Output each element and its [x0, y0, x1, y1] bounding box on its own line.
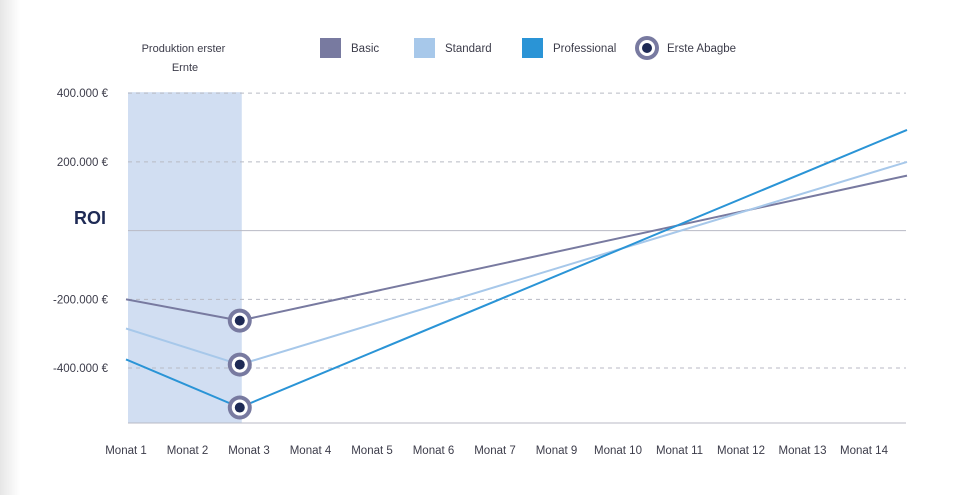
legend-label-standard: Standard — [445, 43, 492, 55]
x-tick-label-10: Monat 12 — [717, 445, 765, 457]
phase-label: Produktion erster Ernte — [142, 43, 229, 74]
legend-label-professional: Professional — [553, 43, 616, 55]
x-tick-label-1: Monat 2 — [167, 445, 209, 457]
y-tick-label-3: -400.000 € — [53, 363, 109, 375]
text-layer: ROI Produktion erster Ernte 400.000 € 200… — [53, 43, 889, 457]
x-tick-label-5: Monat 6 — [413, 445, 455, 457]
x-tick-label-7: Monat 9 — [536, 445, 578, 457]
y-tick-label-1: 200.000 € — [57, 157, 109, 169]
phase-band — [128, 92, 242, 423]
legend-swatch-standard — [414, 38, 435, 58]
x-tick-label-4: Monat 5 — [351, 445, 393, 457]
y-axis-label: ROI — [74, 208, 106, 228]
legend-marker-dot — [642, 43, 652, 53]
x-tick-label-12: Monat 14 — [840, 445, 889, 457]
x-tick-label-9: Monat 11 — [656, 445, 703, 457]
phase-band-layer — [128, 92, 242, 423]
legend-label-basic: Basic — [351, 43, 379, 55]
marker-standard — [227, 352, 252, 377]
legend: Basic Standard Professional Erste Abagbe — [320, 36, 736, 60]
legend-swatch-professional — [522, 38, 543, 58]
grid-layer — [128, 92, 906, 424]
marker-dot — [234, 359, 245, 370]
series-line-standard — [125, 160, 908, 366]
x-tick-label-11: Monat 13 — [779, 445, 827, 457]
marker-dot — [234, 315, 245, 326]
x-tick-label-3: Monat 4 — [290, 445, 332, 457]
y-tick-label-0: 400.000 € — [57, 88, 109, 100]
marker-professional — [227, 395, 252, 420]
x-tick-label-6: Monat 7 — [474, 445, 516, 457]
y-tick-label-2: -200.000 € — [53, 294, 109, 306]
legend-marker — [635, 36, 659, 60]
marker-basic — [227, 308, 252, 333]
x-tick-label-8: Monat 10 — [594, 445, 642, 457]
legend-swatch-basic — [320, 38, 341, 58]
x-tick-label-2: Monat 3 — [228, 445, 270, 457]
marker-dot — [234, 402, 245, 413]
legend-label-marker: Erste Abagbe — [667, 43, 736, 55]
x-tick-label-0: Monat 1 — [105, 445, 147, 457]
phase-label-line-2: Ernte — [172, 62, 198, 74]
phase-label-line-1: Produktion erster — [142, 43, 226, 55]
marker-layer — [227, 308, 252, 420]
left-edge-shadow — [0, 0, 20, 495]
